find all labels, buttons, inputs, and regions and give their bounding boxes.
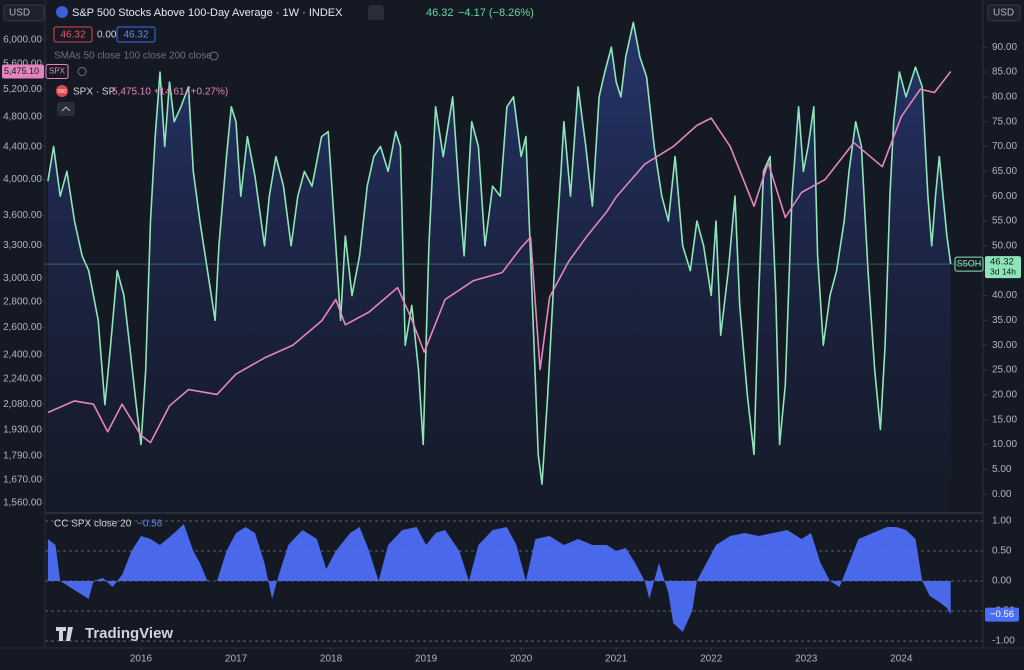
y2-tick-label: 4,400.00 xyxy=(3,141,42,152)
plots xyxy=(45,21,983,642)
y2-tick-label: 3,600.00 xyxy=(3,210,42,221)
change: −4.17 (−8.26%) xyxy=(458,7,534,19)
spx-badge-label: 5,475.10 xyxy=(4,66,39,76)
ask[interactable]: 46.32 xyxy=(123,30,148,41)
x-tick-label: 2022 xyxy=(700,654,723,665)
spx-icon-label: 500 xyxy=(58,89,67,95)
y2-tick-label: 3,300.00 xyxy=(3,240,42,251)
cc-badge xyxy=(985,607,1019,622)
hide-icon xyxy=(77,66,87,76)
x-tick-label: 2020 xyxy=(510,654,533,665)
y-tick-label: 75.00 xyxy=(992,116,1017,127)
y-tick-label: 0.00 xyxy=(992,489,1012,500)
last-value-badge-label: 46.32 xyxy=(990,257,1014,268)
currency-button[interactable] xyxy=(3,4,45,22)
y2-tick-label: 2,080.00 xyxy=(3,399,42,410)
watermark: TradingView xyxy=(85,625,173,642)
x-tick-label: 2024 xyxy=(890,654,913,665)
cc-badge-label: −0.56 xyxy=(990,609,1014,620)
y-tick-label: 1.00 xyxy=(992,516,1012,527)
y-tick-label: 0.00 xyxy=(992,576,1012,587)
currency-button-right[interactable] xyxy=(987,4,1021,22)
y-tick-label: 5.00 xyxy=(992,464,1012,475)
spx-value: 5,475.10 +14.61 (+0.27%) xyxy=(112,87,228,98)
x-tick-label: 2016 xyxy=(130,654,153,665)
cc-legend: CC SPX close 20 xyxy=(54,519,132,530)
y2-tick-label: 2,800.00 xyxy=(3,297,42,308)
currency-left[interactable]: USD xyxy=(9,8,30,19)
y2-tick-label: 1,670.00 xyxy=(3,474,42,485)
x-tick-label: 2021 xyxy=(605,654,628,665)
bid-box[interactable] xyxy=(53,26,93,43)
last-value-badge xyxy=(985,256,1021,279)
spread: 0.00 xyxy=(97,30,117,41)
line xyxy=(47,21,952,485)
last-value: 46.32 xyxy=(426,7,454,19)
y-tick-label: 50.00 xyxy=(992,240,1017,251)
series-badge-label: S5OH xyxy=(957,258,982,268)
y2-tick-label: 2,600.00 xyxy=(3,322,42,333)
spx-tag-label: SPX xyxy=(49,67,66,76)
eye-icon[interactable] xyxy=(209,51,219,61)
y-tick-label: 0.50 xyxy=(992,546,1012,557)
flag-icon xyxy=(56,6,68,18)
y-tick-label: 10.00 xyxy=(992,439,1017,450)
x-tick-label: 2023 xyxy=(795,654,818,665)
spx-badge xyxy=(2,64,44,79)
y2-tick-label: 4,000.00 xyxy=(3,174,42,185)
line xyxy=(47,71,952,444)
currency-right[interactable]: USD xyxy=(993,8,1014,19)
bid[interactable]: 46.32 xyxy=(60,30,85,41)
y-tick-label: 15.00 xyxy=(992,414,1017,425)
y2-tick-label: 5,600.00 xyxy=(3,58,42,69)
y2-tick-label: 1,560.00 xyxy=(3,498,42,509)
y-tick-label: 55.00 xyxy=(992,216,1017,227)
ask-box[interactable] xyxy=(116,26,156,43)
collapse-icon xyxy=(61,106,71,112)
sma-legend[interactable]: SMAs 50 close 100 close 200 close xyxy=(54,51,212,62)
area-fill xyxy=(47,22,951,513)
y2-tick-label: 2,240.00 xyxy=(3,373,42,384)
y2-tick-label: 4,800.00 xyxy=(3,111,42,122)
y-tick-label: 85.00 xyxy=(992,67,1017,78)
spx-icon xyxy=(56,85,68,97)
series-badge xyxy=(954,256,984,272)
y2-tick-label: 1,930.00 xyxy=(3,425,42,436)
area xyxy=(47,524,951,632)
y2-tick-label: 6,000.00 xyxy=(3,35,42,46)
y-tick-label: 40.00 xyxy=(992,290,1017,301)
collapse-button[interactable] xyxy=(57,102,75,116)
y-tick-label: 90.00 xyxy=(992,42,1017,53)
y-tick-label: 65.00 xyxy=(992,166,1017,177)
cc-value: −0.56 xyxy=(137,519,163,530)
y-tick-label: -1.00 xyxy=(992,636,1015,647)
x-tick-label: 2017 xyxy=(225,654,248,665)
watermark-logo xyxy=(56,627,73,641)
y-tick-label: 30.00 xyxy=(992,340,1017,351)
y-tick-label: 20.00 xyxy=(992,389,1017,400)
spx-legend: SPX · SP xyxy=(73,87,116,98)
x-tick-label: 2019 xyxy=(415,654,438,665)
y-tick-label: 35.00 xyxy=(992,315,1017,326)
y-tick-label: 25.00 xyxy=(992,365,1017,376)
y2-tick-label: 3,000.00 xyxy=(3,273,42,284)
settings-button[interactable] xyxy=(368,5,384,20)
spx-tag xyxy=(45,63,69,79)
y2-tick-label: 5,200.00 xyxy=(3,84,42,95)
y2-tick-label: 2,400.00 xyxy=(3,350,42,361)
y-tick-label: 70.00 xyxy=(992,141,1017,152)
x-tick-label: 2018 xyxy=(320,654,343,665)
title: S&P 500 Stocks Above 100-Day Average · 1… xyxy=(72,7,343,19)
countdown: 3d 14h xyxy=(990,266,1016,276)
y-tick-label: 60.00 xyxy=(992,191,1017,202)
y-tick-label: 80.00 xyxy=(992,92,1017,103)
y2-tick-label: 1,790.00 xyxy=(3,450,42,461)
